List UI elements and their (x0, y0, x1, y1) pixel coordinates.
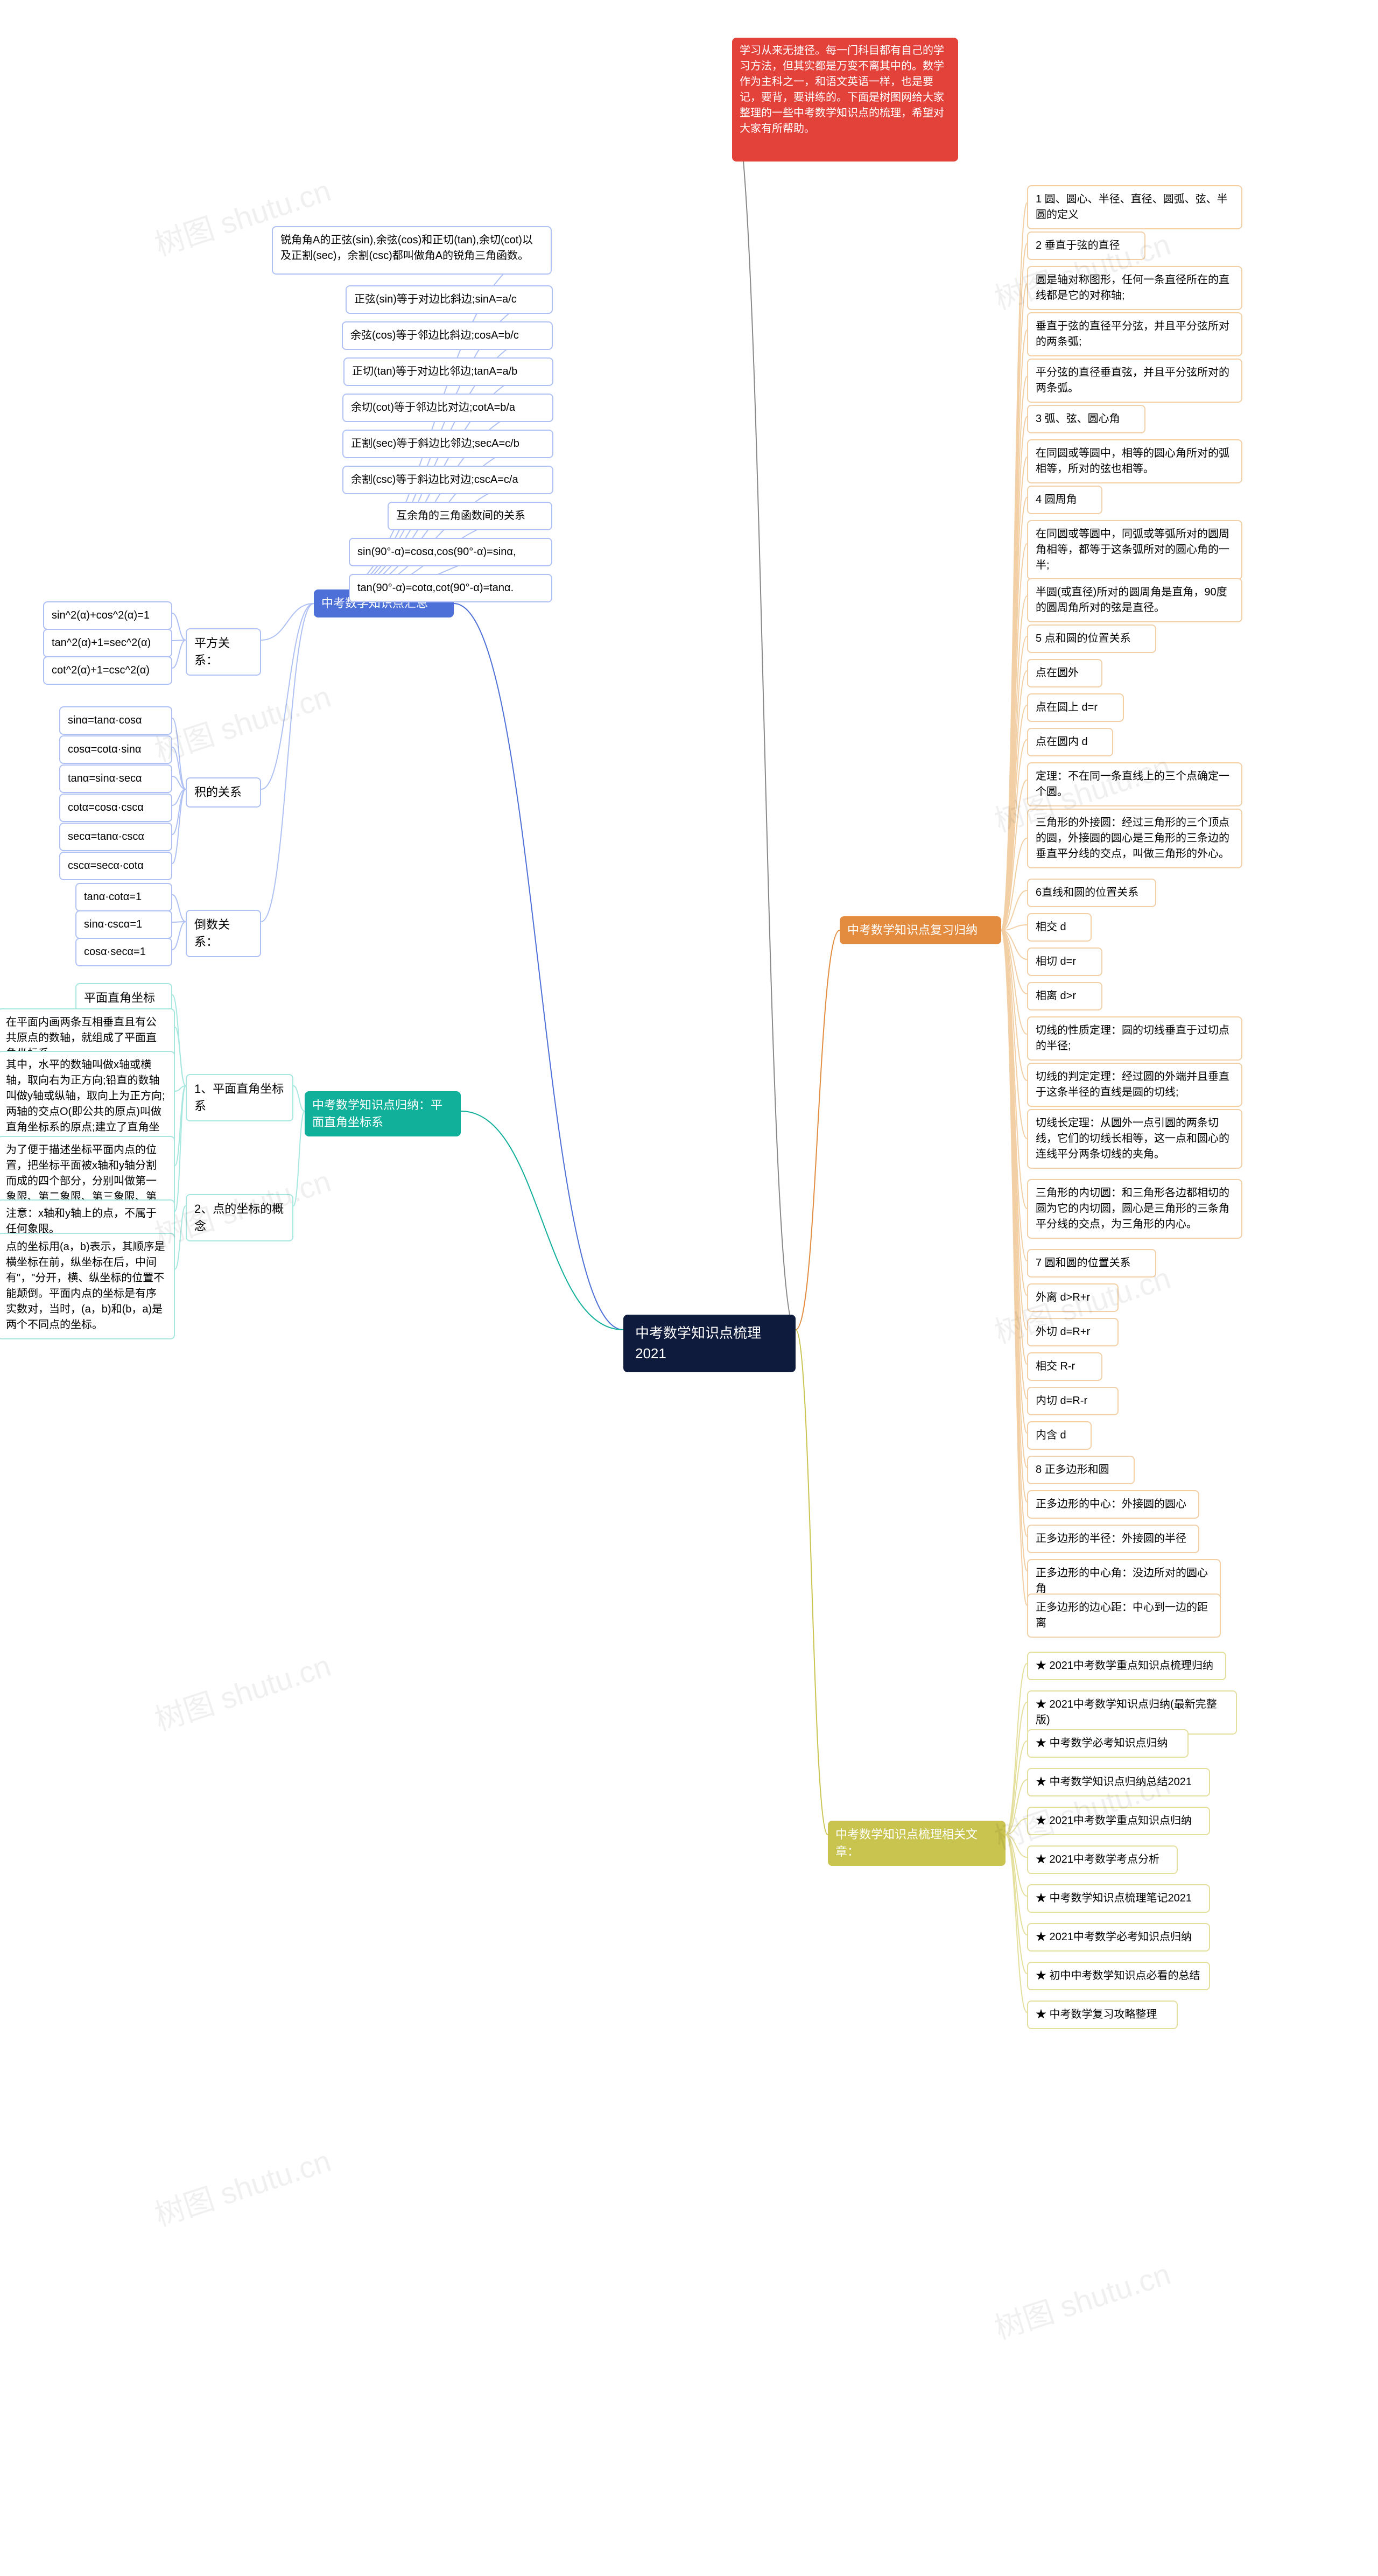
orange-leaf-22: 切线长定理：从圆外一点引圆的两条切线，它们的切线长相等，这一点和圆心的连线平分两… (1027, 1109, 1242, 1169)
orange-leaf-29: 内含 d (1027, 1421, 1092, 1450)
ccc-leaf-1: ★ 2021中考数学知识点归纳(最新完整版) (1027, 1690, 1237, 1735)
blue-leaf-7: 互余角的三角函数间的关系 (388, 502, 552, 530)
orange-leaf-13: 点在圆内 d (1027, 728, 1113, 756)
orange-leaf-11: 点在圆外 (1027, 659, 1102, 687)
blue-ji-leaf-4: secα=tanα·cscα (59, 823, 172, 851)
blue-ji-leaf-5: cscα=secα·cotα (59, 852, 172, 880)
orange-leaf-18: 相切 d=r (1027, 947, 1102, 976)
orange-leaf-27: 相交 R-r (1027, 1352, 1102, 1381)
orange-leaf-24: 7 圆和圆的位置关系 (1027, 1249, 1156, 1278)
ccc-leaf-0: ★ 2021中考数学重点知识点梳理归纳 (1027, 1652, 1226, 1680)
branch-orange: 中考数学知识点复习归纳 (840, 916, 1001, 944)
orange-leaf-32: 正多边形的半径：外接圆的半径 (1027, 1525, 1199, 1553)
blue-leaf-8: sin(90°-α)=cosα,cos(90°-α)=sinα, (349, 538, 552, 566)
orange-leaf-19: 相离 d>r (1027, 982, 1102, 1010)
blue-pf-leaf-0: sin^2(α)+cos^2(α)=1 (43, 601, 172, 630)
orange-leaf-2: 圆是轴对称图形，任何一条直径所在的直线都是它的对称轴; (1027, 266, 1242, 310)
blue-ji-leaf-3: cotα=cosα·cscα (59, 794, 172, 822)
ccc-leaf-2: ★ 中考数学必考知识点归纳 (1027, 1729, 1189, 1758)
blue-pf-leaf-1: tan^2(α)+1=sec^2(α) (43, 629, 172, 657)
orange-leaf-14: 定理：不在同一条直线上的三个点确定一个圆。 (1027, 762, 1242, 806)
ccc-leaf-8: ★ 初中中考数学知识点必看的总结 (1027, 1962, 1210, 1990)
orange-leaf-26: 外切 d=R+r (1027, 1318, 1119, 1346)
orange-leaf-17: 相交 d (1027, 913, 1092, 942)
blue-leaf-0: 锐角角A的正弦(sin),余弦(cos)和正切(tan),余切(cot)以及正割… (272, 226, 552, 275)
orange-leaf-25: 外离 d>R+r (1027, 1283, 1119, 1312)
blue-ji-leaf-2: tanα=sinα·secα (59, 764, 172, 793)
orange-leaf-28: 内切 d=R-r (1027, 1387, 1119, 1415)
root-node: 中考数学知识点梳理2021 (623, 1315, 796, 1372)
blue-ji-leaf-1: cosα=cotα·sinα (59, 735, 172, 764)
orange-leaf-5: 3 弧、弦、圆心角 (1027, 405, 1145, 433)
ccc-leaf-9: ★ 中考数学复习攻略整理 (1027, 2001, 1178, 2029)
orange-leaf-9: 半圆(或直径)所对的圆周角是直角，90度的圆周角所对的弦是直径。 (1027, 578, 1242, 622)
ccc-leaf-4: ★ 2021中考数学重点知识点归纳 (1027, 1807, 1210, 1835)
teal-sub2: 2、点的坐标的概念 (186, 1194, 293, 1241)
blue-leaf-4: 余切(cot)等于邻边比对边;cotA=b/a (342, 394, 553, 422)
intro-box: 学习从来无捷径。每一门科目都有自己的学习方法，但其实都是万变不离其中的。数学作为… (732, 38, 958, 162)
orange-leaf-8: 在同圆或等圆中，同弧或等弧所对的圆周角相等，都等于这条弧所对的圆心角的一半; (1027, 520, 1242, 580)
orange-leaf-0: 1 圆、圆心、半径、直径、圆弧、弦、半圆的定义 (1027, 185, 1242, 229)
blue-sub-pingfang: 平方关系： (186, 628, 261, 676)
blue-leaf-9: tan(90°-α)=cotα,cot(90°-α)=tanα. (349, 574, 552, 602)
branch-ccc: 中考数学知识点梳理相关文章： (828, 1821, 1006, 1866)
blue-ji-leaf-0: sinα=tanα·cosα (59, 706, 172, 735)
blue-dao-leaf-2: cosα·secα=1 (75, 938, 172, 966)
ccc-leaf-6: ★ 中考数学知识点梳理笔记2021 (1027, 1884, 1210, 1913)
blue-leaf-3: 正切(tan)等于对边比邻边;tanA=a/b (343, 357, 553, 386)
blue-leaf-6: 余割(csc)等于斜边比对边;cscA=c/a (342, 466, 553, 494)
orange-leaf-30: 8 正多边形和圆 (1027, 1456, 1135, 1484)
blue-dao-leaf-0: tanα·cotα=1 (75, 883, 172, 911)
orange-leaf-6: 在同圆或等圆中，相等的圆心角所对的弧相等，所对的弦也相等。 (1027, 439, 1242, 483)
ccc-leaf-3: ★ 中考数学知识点归纳总结2021 (1027, 1768, 1210, 1796)
orange-leaf-10: 5 点和圆的位置关系 (1027, 624, 1156, 653)
orange-leaf-34: 正多边形的边心距：中心到一边的距离 (1027, 1594, 1221, 1638)
blue-leaf-2: 余弦(cos)等于邻边比斜边;cosA=b/c (342, 321, 553, 350)
branch-teal: 中考数学知识点归纳：平面直角坐标系 (305, 1091, 461, 1136)
blue-dao-leaf-1: sinα·cscα=1 (75, 910, 172, 939)
ccc-leaf-7: ★ 2021中考数学必考知识点归纳 (1027, 1923, 1210, 1952)
ccc-leaf-5: ★ 2021中考数学考点分析 (1027, 1845, 1178, 1874)
blue-leaf-1: 正弦(sin)等于对边比斜边;sinA=a/c (346, 285, 553, 314)
orange-leaf-4: 平分弦的直径垂直弦，并且平分弦所对的两条弧。 (1027, 359, 1242, 403)
orange-leaf-1: 2 垂直于弦的直径 (1027, 231, 1145, 260)
watermark: 树图 shutu.cn (988, 2250, 1176, 2348)
orange-leaf-3: 垂直于弦的直径平分弦，并且平分弦所对的两条弧; (1027, 312, 1242, 356)
watermark: 树图 shutu.cn (149, 1642, 336, 1740)
orange-leaf-20: 切线的性质定理：圆的切线垂直于过切点的半径; (1027, 1016, 1242, 1061)
teal-sub1: 1、平面直角坐标系 (186, 1074, 293, 1121)
orange-leaf-23: 三角形的内切圆：和三角形各边都相切的圆为它的内切圆，圆心是三角形的三条角平分线的… (1027, 1179, 1242, 1239)
blue-leaf-5: 正割(sec)等于斜边比邻边;secA=c/b (342, 430, 553, 458)
watermark: 树图 shutu.cn (149, 673, 336, 771)
blue-pf-leaf-2: cot^2(α)+1=csc^2(α) (43, 656, 172, 685)
blue-sub-daoshu: 倒数关系： (186, 910, 261, 957)
teal-sub2-leaf: 点的坐标用(a，b)表示，其顺序是横坐标在前，纵坐标在后，中间有"，"分开，横、… (0, 1233, 175, 1339)
orange-leaf-16: 6直线和圆的位置关系 (1027, 879, 1156, 907)
orange-leaf-12: 点在圆上 d=r (1027, 693, 1124, 722)
orange-leaf-15: 三角形的外接圆：经过三角形的三个顶点的圆，外接圆的圆心是三角形的三条边的垂直平分… (1027, 809, 1242, 868)
blue-sub-ji: 积的关系 (186, 777, 261, 808)
watermark: 树图 shutu.cn (149, 2137, 336, 2235)
orange-leaf-7: 4 圆周角 (1027, 486, 1102, 514)
orange-leaf-21: 切线的判定定理：经过圆的外端并且垂直于这条半径的直线是圆的切线; (1027, 1063, 1242, 1107)
orange-leaf-31: 正多边形的中心：外接圆的圆心 (1027, 1490, 1199, 1519)
